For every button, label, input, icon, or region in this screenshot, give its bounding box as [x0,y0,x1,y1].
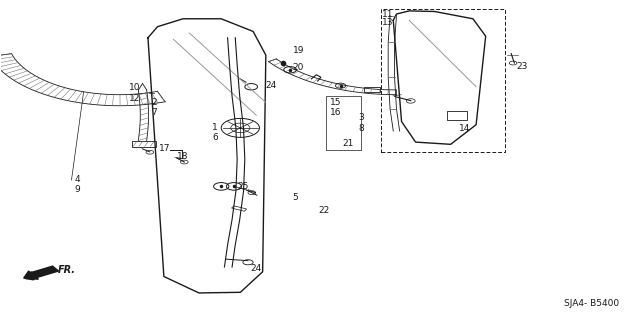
Text: 19: 19 [292,46,304,55]
Text: 18: 18 [177,152,188,161]
Text: 24: 24 [250,264,261,273]
Text: 16: 16 [330,108,341,116]
Bar [132,141,156,147]
Bar [326,96,362,150]
Text: FR.: FR. [58,264,76,275]
Text: 1
6: 1 6 [212,123,218,142]
Text: SJA4- B5400: SJA4- B5400 [564,299,620,308]
Text: 21: 21 [342,139,354,148]
FancyArrowPatch shape [239,78,246,82]
Text: 20: 20 [292,63,304,72]
FancyArrow shape [24,266,58,279]
Text: 24: 24 [266,81,277,90]
Text: 4
9: 4 9 [75,175,81,195]
Text: 25: 25 [237,182,248,191]
Bar [381,9,505,152]
Text: 10
12: 10 12 [129,83,140,103]
Text: 15: 15 [330,98,341,107]
Bar [364,87,380,92]
Text: 3
8: 3 8 [358,114,364,133]
Text: 13: 13 [383,18,394,27]
Text: 23: 23 [516,62,527,71]
Text: 11: 11 [383,10,394,19]
Bar [447,111,467,120]
Text: 22: 22 [319,206,330,215]
Text: 5: 5 [292,193,298,202]
Text: 14: 14 [459,124,470,133]
Text: 2
7: 2 7 [151,98,157,117]
Text: 17: 17 [159,144,171,153]
